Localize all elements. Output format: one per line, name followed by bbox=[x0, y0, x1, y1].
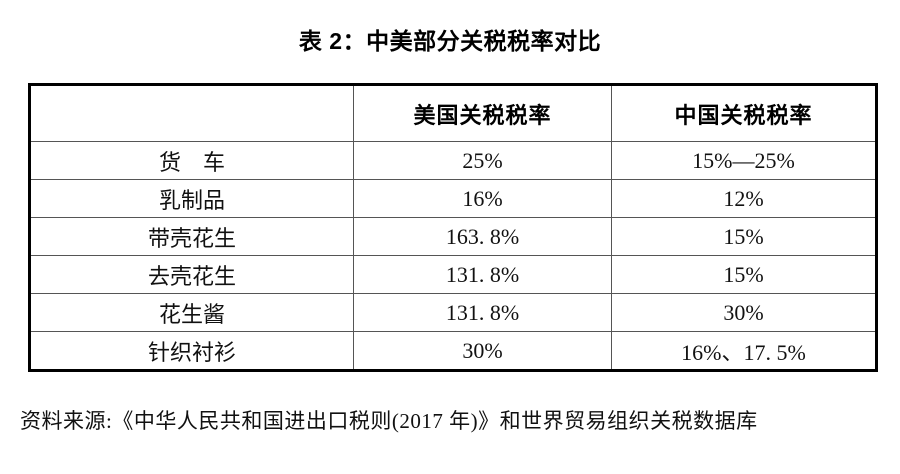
table-row-peanut-butter: 花生酱 131. 8% 30% bbox=[29, 293, 877, 332]
table-caption: 表 2：中美部分关税税率对比 bbox=[298, 28, 602, 54]
cell-us-rate: 30% bbox=[353, 331, 612, 371]
cell-us-rate: 131. 8% bbox=[353, 255, 612, 294]
table-row-inshell-peanuts: 带壳花生 163. 8% 15% bbox=[29, 217, 877, 256]
source-note: 资料来源:《中华人民共和国进出口税则(2017 年)》和世界贸易组织关税数据库 bbox=[20, 409, 758, 433]
header-cell-us-tariff-rate: 美国关税税率 bbox=[353, 84, 612, 142]
cell-us-rate: 163. 8% bbox=[353, 217, 612, 256]
table-row-shelled-peanuts: 去壳花生 131. 8% 15% bbox=[29, 255, 877, 294]
cell-china-rate: 12% bbox=[611, 179, 877, 218]
cell-item: 乳制品 bbox=[29, 179, 354, 218]
header-cell-item bbox=[29, 84, 354, 142]
table-row-dairy: 乳制品 16% 12% bbox=[29, 179, 877, 218]
tariff-comparison-table: 美国关税税率 中国关税税率 货 车 25% 15%—25% 乳制品 16% 12… bbox=[28, 83, 878, 372]
cell-china-rate: 15% bbox=[611, 255, 877, 294]
cell-us-rate: 131. 8% bbox=[353, 293, 612, 332]
cell-china-rate: 15%—25% bbox=[611, 141, 877, 180]
table-header-row: 美国关税税率 中国关税税率 bbox=[29, 84, 877, 142]
cell-item: 货 车 bbox=[29, 141, 354, 180]
table-row-truck: 货 车 25% 15%—25% bbox=[29, 141, 877, 180]
cell-item: 针织衬衫 bbox=[29, 331, 354, 371]
header-cell-china-tariff-rate: 中国关税税率 bbox=[611, 84, 877, 142]
cell-item: 带壳花生 bbox=[29, 217, 354, 256]
cell-item: 去壳花生 bbox=[29, 255, 354, 294]
cell-china-rate: 15% bbox=[611, 217, 877, 256]
cell-china-rate: 16%、17. 5% bbox=[611, 331, 877, 371]
cell-us-rate: 25% bbox=[353, 141, 612, 180]
table-row-knitted-shirts: 针织衬衫 30% 16%、17. 5% bbox=[29, 331, 877, 371]
cell-us-rate: 16% bbox=[353, 179, 612, 218]
cell-item: 花生酱 bbox=[29, 293, 354, 332]
cell-china-rate: 30% bbox=[611, 293, 877, 332]
